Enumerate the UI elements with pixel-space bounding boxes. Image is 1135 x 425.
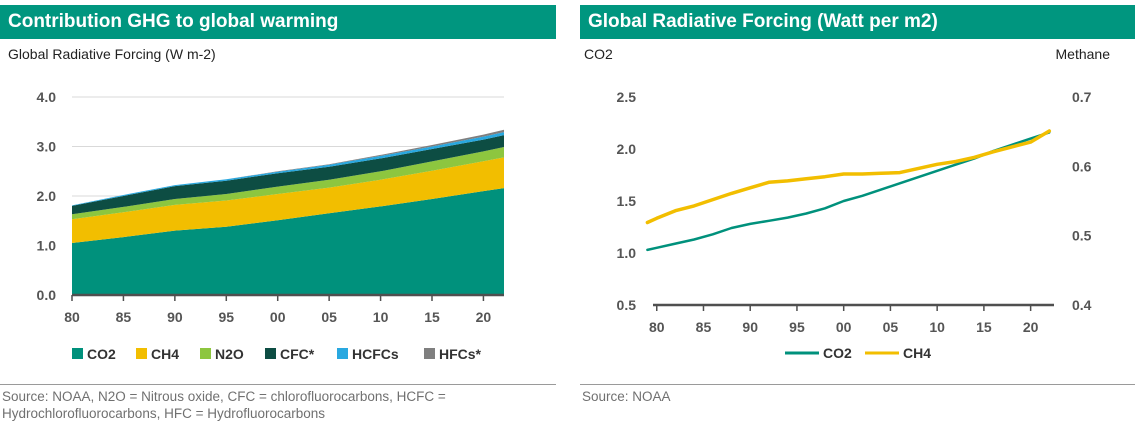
legend-swatch-ch4 xyxy=(136,348,147,359)
left-source-note: Source: NOAA, N2O = Nitrous oxide, CFC =… xyxy=(2,388,446,422)
x-tick-label: 20 xyxy=(1023,319,1039,335)
legend-swatch-cfc xyxy=(265,348,276,359)
left-chart-panel: Contribution GHG to global warming Globa… xyxy=(0,0,556,425)
x-tick-label: 90 xyxy=(742,319,758,335)
x-tick-label: 10 xyxy=(929,319,945,335)
x-tick-label: 90 xyxy=(167,309,183,325)
area-series-co2 xyxy=(72,188,504,295)
legend-label-cfc: CFC* xyxy=(280,346,315,362)
line-series-co2 xyxy=(646,131,1051,252)
stacked-area-chart: 0.0 1.0 2.0 3.0 4.0 80 85 90 95 00 05 10 15 20 CO2 CH4 N… xyxy=(37,89,504,362)
x-tick-label: 20 xyxy=(476,309,492,325)
left-y-tick-label: 1.0 xyxy=(617,245,637,261)
legend-label-hfcs: HFCs* xyxy=(439,346,482,362)
x-tick-label: 05 xyxy=(883,319,899,335)
legend-swatch-hfcs xyxy=(424,348,435,359)
right-y-tick-label: 0.7 xyxy=(1072,89,1092,105)
legend-label-hcfcs: HCFCs xyxy=(352,346,399,362)
y-tick-label: 4.0 xyxy=(37,89,57,105)
right-y-tick-label: 0.5 xyxy=(1072,228,1092,244)
x-tick-label: 00 xyxy=(270,309,286,325)
left-y-tick-label: 0.5 xyxy=(617,297,637,313)
dual-axis-line-chart: 0.5 1.0 1.5 2.0 2.5 0.4 0.5 0.6 0.7 80 85 90 95 00 05 1… xyxy=(617,89,1092,361)
x-tick-label: 05 xyxy=(321,309,337,325)
area-series-n2o xyxy=(72,147,504,220)
right-right-axis-label: Methane xyxy=(1055,46,1110,62)
x-tick-label: 15 xyxy=(424,309,440,325)
x-tick-label: 85 xyxy=(696,319,712,335)
right-left-axis-label: CO2 xyxy=(584,46,613,62)
legend-swatch-n2o xyxy=(200,348,211,359)
legend-label-co2: CO2 xyxy=(823,345,852,361)
left-source-divider xyxy=(0,384,556,385)
y-tick-label: 3.0 xyxy=(37,139,57,155)
right-chart-panel: Global Radiative Forcing (Watt per m2) C… xyxy=(580,0,1135,425)
line-series-ch4 xyxy=(645,129,1052,225)
legend-label-n2o: N2O xyxy=(215,346,244,362)
y-tick-label: 2.0 xyxy=(37,188,57,204)
x-tick-label: 95 xyxy=(218,309,234,325)
right-y-tick-label: 0.4 xyxy=(1072,297,1092,313)
legend-swatch-hcfcs xyxy=(337,348,348,359)
area-series-ch4 xyxy=(72,157,504,243)
legend-swatch-co2 xyxy=(72,348,83,359)
x-tick-label: 10 xyxy=(373,309,389,325)
left-y-tick-label: 1.5 xyxy=(617,193,637,209)
right-source-divider xyxy=(580,384,1135,385)
x-tick-label: 80 xyxy=(649,319,665,335)
right-chart-title: Global Radiative Forcing (Watt per m2) xyxy=(580,5,1135,39)
left-source-line-1: Source: NOAA, N2O = Nitrous oxide, CFC =… xyxy=(2,389,446,404)
x-tick-label: 85 xyxy=(116,309,132,325)
x-tick-label: 80 xyxy=(64,309,80,325)
right-y-tick-label: 0.6 xyxy=(1072,158,1092,174)
x-tick-label: 95 xyxy=(789,319,805,335)
legend-label-ch4: CH4 xyxy=(151,346,179,362)
left-y-tick-label: 2.0 xyxy=(617,141,637,157)
left-y-axis-label: Global Radiative Forcing (W m-2) xyxy=(8,46,216,62)
left-y-tick-label: 2.5 xyxy=(617,89,637,105)
x-tick-label: 00 xyxy=(836,319,852,335)
y-tick-label: 1.0 xyxy=(37,238,57,254)
area-series-cfc xyxy=(72,135,504,215)
left-chart-title: Contribution GHG to global warming xyxy=(0,5,556,39)
left-source-line-2: Hydrochlorofluorocarbons, HFC = Hydroflu… xyxy=(2,406,326,421)
y-tick-label: 0.0 xyxy=(37,287,57,303)
legend-label-ch4: CH4 xyxy=(903,345,931,361)
legend-label-co2: CO2 xyxy=(87,346,116,362)
right-source-note: Source: NOAA xyxy=(582,389,671,404)
x-tick-label: 15 xyxy=(976,319,992,335)
